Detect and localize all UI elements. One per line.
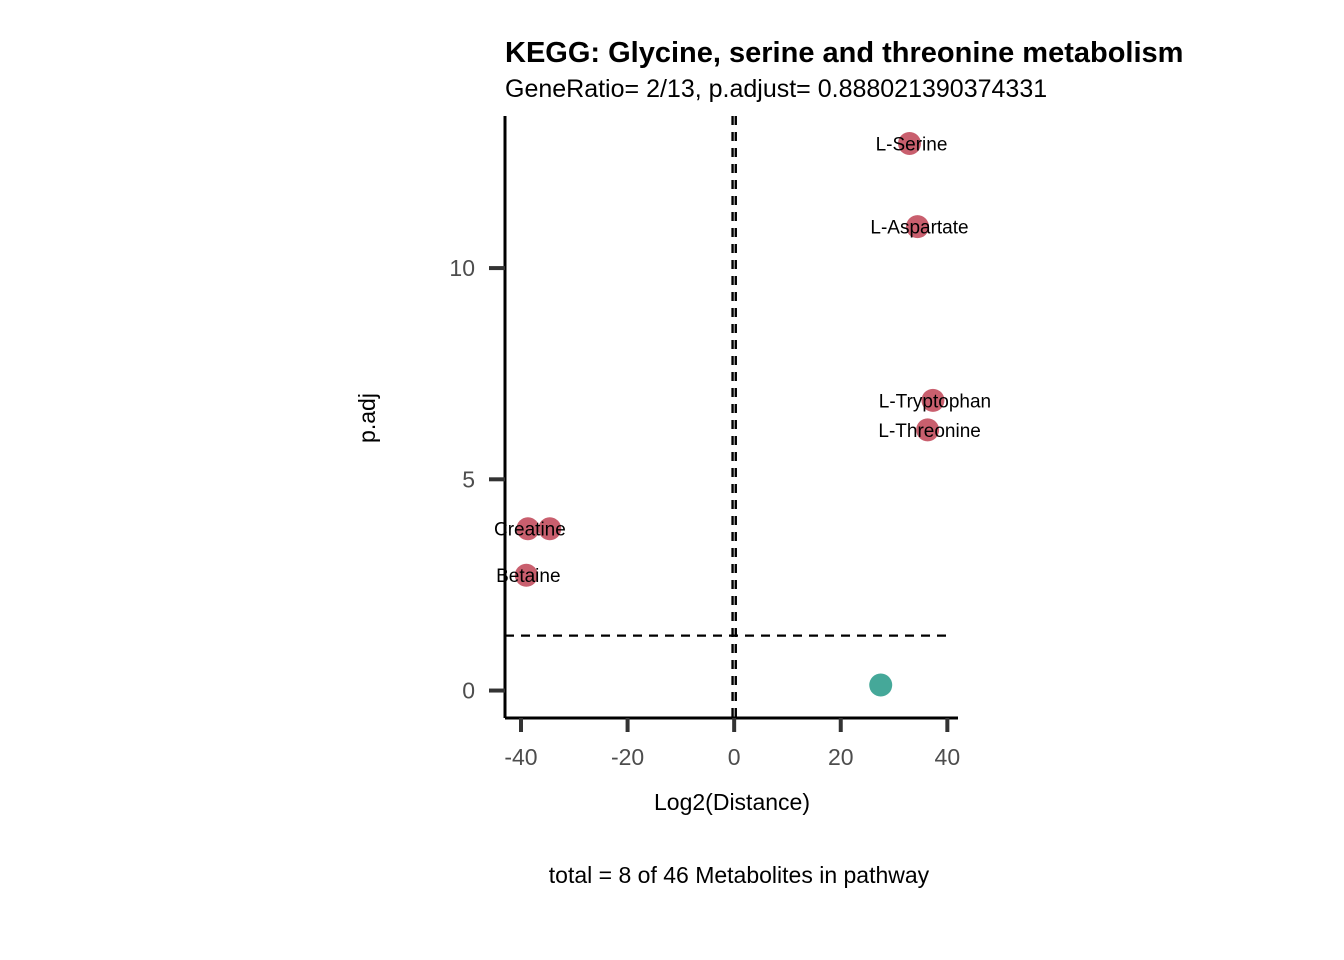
y-tick-label-1: 5 (462, 466, 475, 492)
data-point-7 (869, 673, 893, 697)
data-points (514, 131, 945, 697)
y-axis-title: p.adj (354, 393, 380, 443)
chart-caption: total = 8 of 46 Metabolites in pathway (549, 862, 930, 888)
data-point-3 (916, 418, 940, 442)
x-tick-label-3: 20 (828, 744, 854, 770)
data-point-4 (516, 517, 540, 541)
data-point-label-3: L-Threonine (878, 421, 980, 442)
data-point-0 (898, 131, 922, 155)
x-axis-title: Log2(Distance) (654, 789, 810, 815)
data-point-1 (905, 215, 929, 239)
data-point-5 (538, 517, 562, 541)
data-point-labels: L-Serine L-Aspartate L-Tryptophan L-Threoni… (494, 134, 991, 587)
chart-title: KEGG: Glycine, serine and threonine meta… (505, 37, 1183, 69)
x-tick-label-0: -40 (504, 744, 537, 770)
x-tick-label-4: 40 (935, 744, 961, 770)
data-point-label-4: Creatine (494, 520, 566, 541)
data-point-label-6: Betaine (496, 566, 560, 587)
y-axis: 0 5 10 (449, 116, 507, 718)
y-tick-label-0: 0 (462, 678, 475, 704)
y-tick-label-2: 10 (449, 255, 475, 281)
reference-lines (505, 116, 950, 718)
data-point-2 (921, 388, 945, 412)
data-point-label-0: L-Serine (876, 134, 948, 155)
data-point-label-1: L-Aspartate (870, 218, 968, 239)
data-point-label-2: L-Tryptophan (879, 391, 991, 412)
x-axis: -40 -20 0 20 40 (504, 716, 961, 770)
x-tick-label-1: -20 (611, 744, 644, 770)
chart-subtitle: GeneRatio= 2/13, p.adjust= 0.88802139037… (505, 75, 1047, 103)
data-point-6 (514, 563, 538, 587)
x-tick-label-2: 0 (728, 744, 741, 770)
